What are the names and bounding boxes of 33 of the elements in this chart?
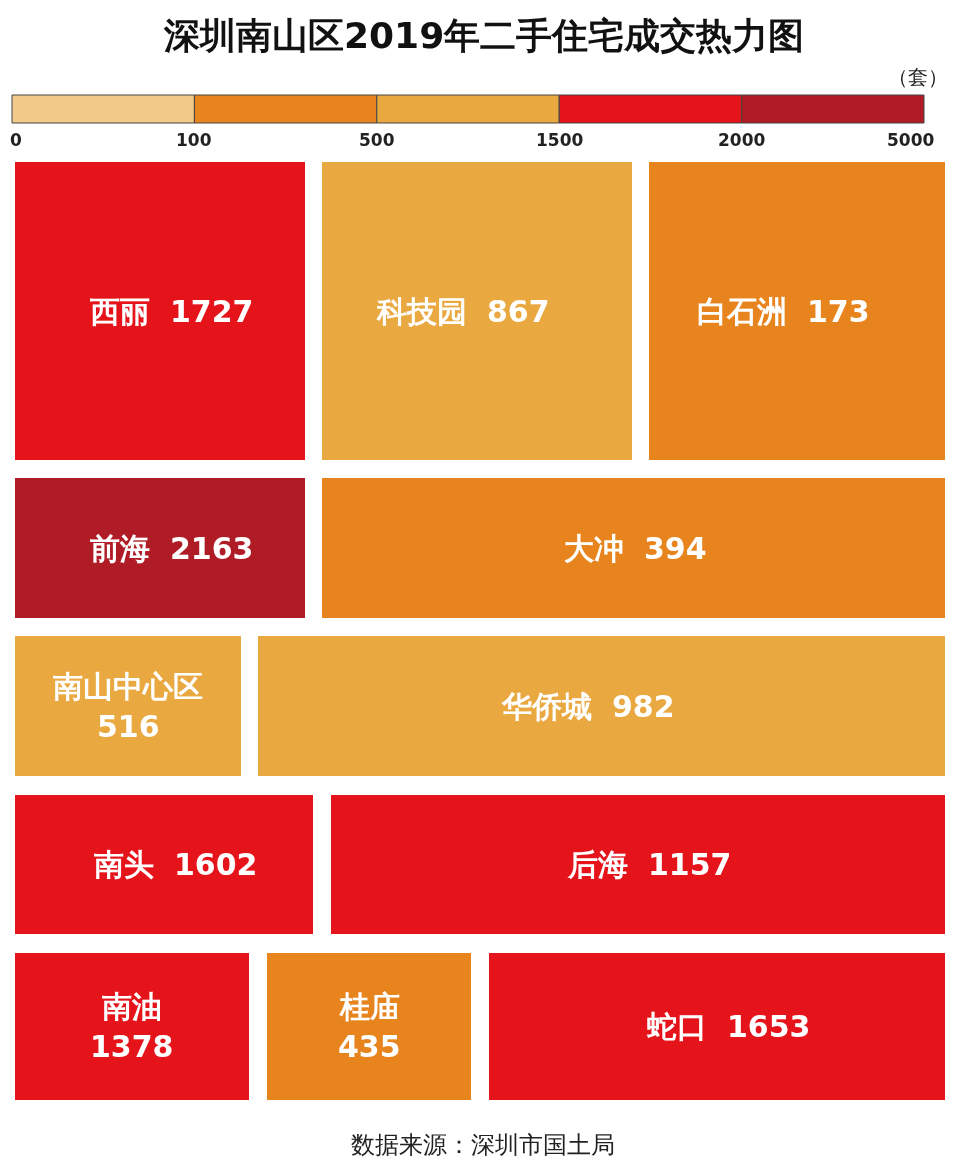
category-label: 大冲 [564, 531, 624, 566]
text: 500 [359, 130, 395, 150]
data-label: 394 [644, 531, 707, 566]
data-label: 173 [807, 294, 870, 329]
data-label: 1157 [648, 847, 732, 882]
text: 2000 [718, 130, 766, 150]
category-label: 前海 [90, 531, 150, 566]
data-label: 982 [612, 689, 675, 724]
category-label: 后海 [567, 847, 628, 882]
data-label: 867 [487, 294, 550, 329]
data-label: 2163 [170, 531, 254, 566]
category-label: 西丽 [89, 294, 150, 329]
data-label: 1602 [174, 847, 258, 882]
source-note: 数据来源：深圳市国土局 [351, 1131, 615, 1159]
category-label: 南山中心区 [53, 669, 203, 704]
text: 100 [176, 130, 212, 150]
data-label: 516 [97, 709, 160, 744]
color-bar-title: （套） [888, 65, 948, 89]
category-label: 蛇口 [646, 1009, 707, 1044]
category-label: 桂庙 [339, 989, 400, 1024]
category-label: 白石洲 [697, 294, 787, 329]
data-label: 435 [338, 1029, 401, 1064]
data-label: 1653 [727, 1009, 811, 1044]
data-label: 1378 [90, 1029, 174, 1064]
text: 5000 [887, 130, 935, 150]
text: 深圳南山区2019年二手住宅成交热力图 [163, 15, 805, 56]
text: 1500 [536, 130, 584, 150]
category-label: 科技园 [376, 294, 467, 329]
category-label: 华侨城 [501, 689, 592, 724]
text: 0 [10, 130, 22, 150]
category-label: 南油 [102, 989, 162, 1024]
category-label: 南头 [94, 847, 154, 882]
data-label: 1727 [170, 294, 254, 329]
